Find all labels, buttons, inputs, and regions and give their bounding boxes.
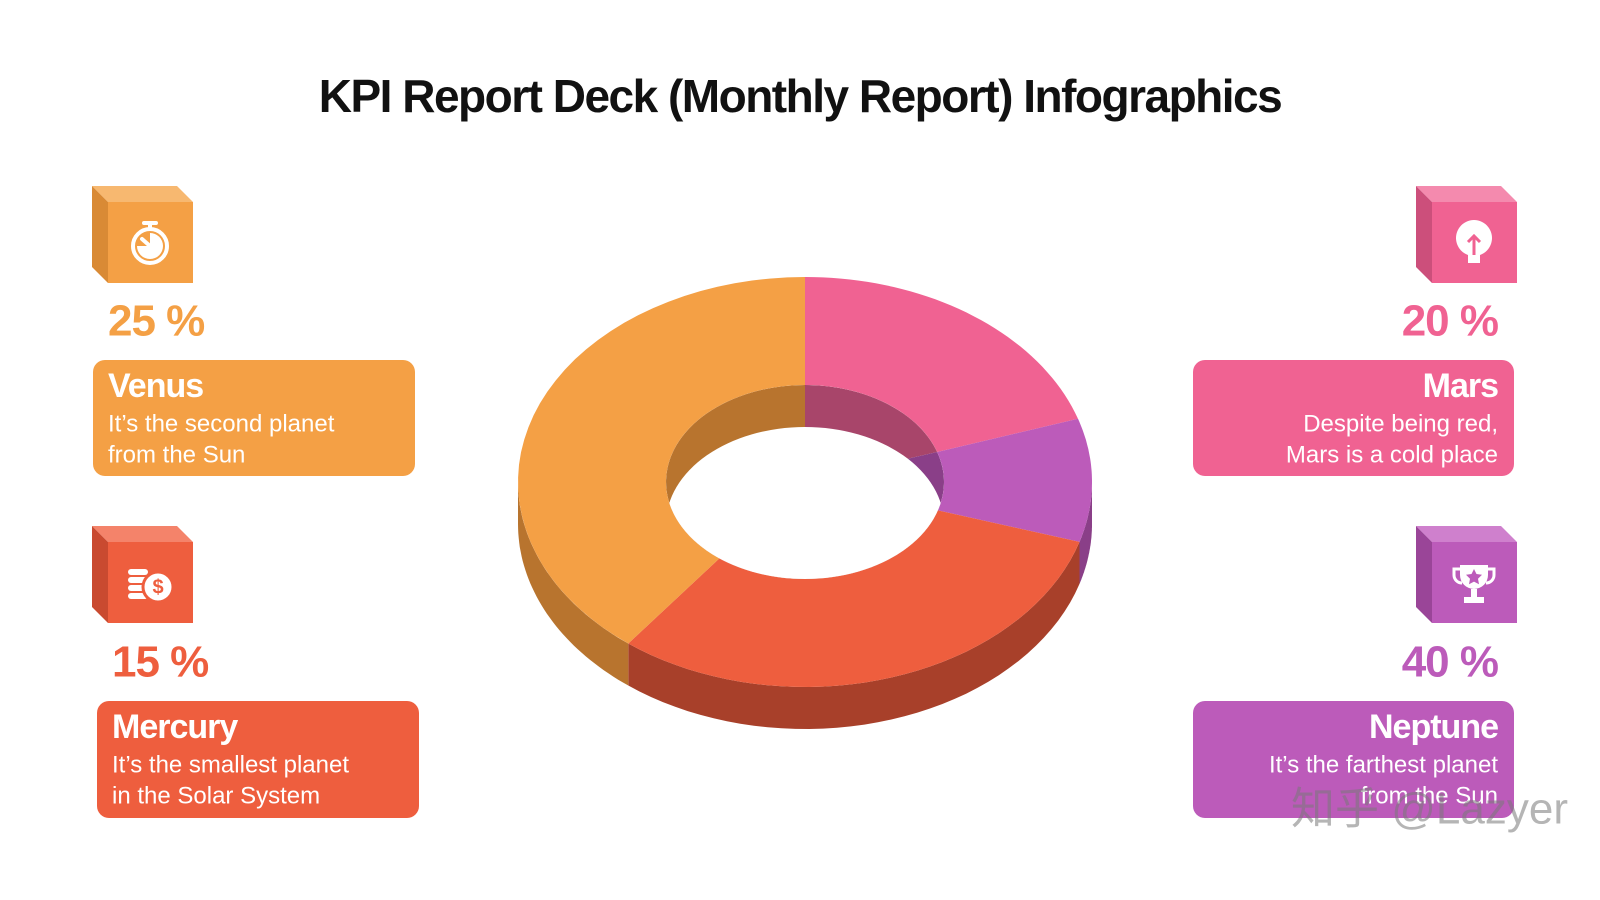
card xyxy=(1193,701,1514,818)
icon-cube xyxy=(92,186,193,283)
card xyxy=(1193,360,1514,476)
cube-side xyxy=(92,526,108,623)
percent: 15 % xyxy=(112,638,208,687)
icon xyxy=(1452,565,1496,603)
percent: 40 % xyxy=(1402,638,1498,687)
icon-cube xyxy=(1416,526,1517,623)
cube-top xyxy=(92,526,193,542)
cube-side xyxy=(92,186,108,283)
cube-side xyxy=(1416,526,1432,623)
icon-part xyxy=(137,233,163,259)
donut-slice xyxy=(628,510,1080,687)
icon-cube: $ xyxy=(92,526,193,623)
icon-part: $ xyxy=(152,576,163,598)
card-text: from the Sun xyxy=(108,441,245,468)
card-name: Mars xyxy=(1423,367,1498,405)
donut xyxy=(518,277,1092,729)
icons: $ xyxy=(92,186,1517,623)
card-text: in the Solar System xyxy=(112,782,320,809)
card-text: It’s the farthest planet xyxy=(1269,751,1498,778)
donut-side xyxy=(628,541,1080,729)
donut-slice xyxy=(518,277,805,644)
icon-part xyxy=(1466,233,1482,255)
card xyxy=(93,360,415,476)
icon-part xyxy=(141,570,175,604)
card-name: Mercury xyxy=(112,708,238,746)
card-name: Venus xyxy=(108,367,203,405)
icon-part xyxy=(128,569,148,575)
card-name: Neptune xyxy=(1369,708,1498,746)
title: KPI Report Deck (Monthly Report) Infogra… xyxy=(319,70,1281,122)
cube-top xyxy=(1416,186,1517,202)
card xyxy=(97,701,419,818)
card-text: from the Sun xyxy=(1361,782,1498,809)
percent: 20 % xyxy=(1402,297,1498,346)
donut-slice xyxy=(937,418,1092,542)
cube-top xyxy=(1416,526,1517,542)
card-text: Mars is a cold place xyxy=(1286,441,1498,468)
watermark: 知乎 @Lazyer xyxy=(1291,785,1568,834)
icon-cube xyxy=(1416,186,1517,283)
card-text: Despite being red, xyxy=(1303,410,1498,437)
icon-part xyxy=(1466,569,1482,585)
percent: 25 % xyxy=(108,297,204,346)
icon-part xyxy=(128,593,148,599)
card-text: It’s the second planet xyxy=(108,410,335,437)
icon-part xyxy=(1464,589,1484,603)
card-text: It’s the smallest planet xyxy=(112,751,349,778)
cube-top xyxy=(92,186,193,202)
icon xyxy=(131,221,169,265)
icon: $ xyxy=(128,569,175,604)
donut-slice xyxy=(805,277,1078,452)
icon xyxy=(1456,220,1492,263)
icon-part xyxy=(1452,567,1496,585)
donut-side xyxy=(1079,482,1092,584)
cube-side xyxy=(1416,186,1432,283)
icon-part xyxy=(140,221,158,248)
donut-side xyxy=(518,482,629,686)
